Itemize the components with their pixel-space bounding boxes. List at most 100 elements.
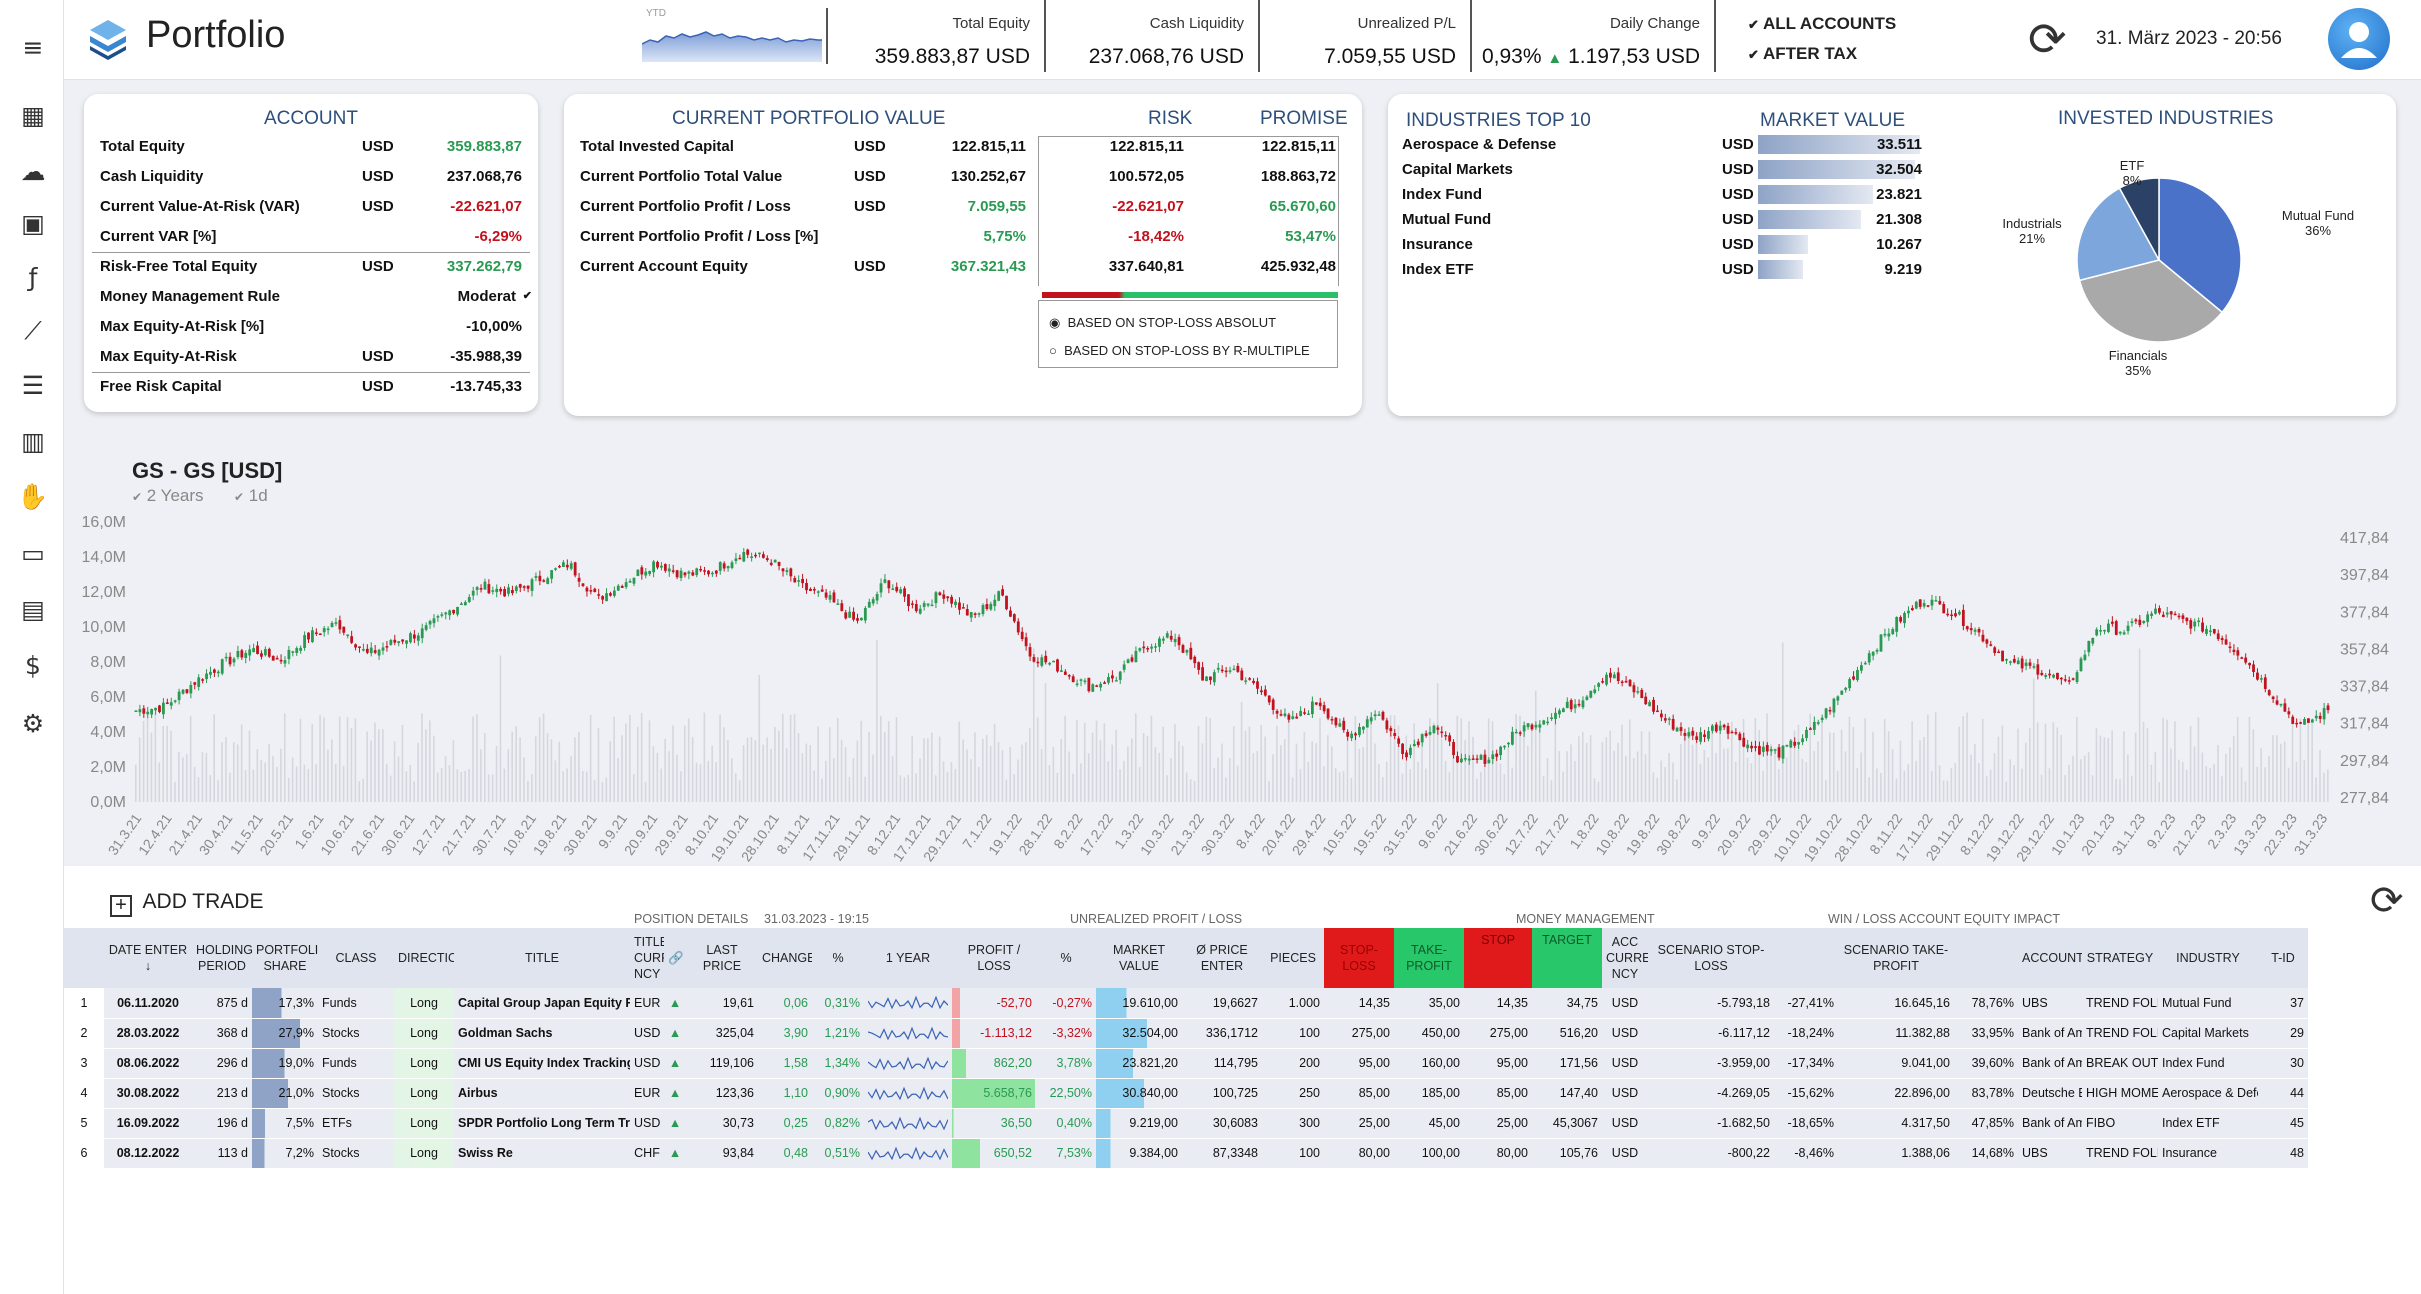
column-header[interactable]: Ø PRICE ENTER xyxy=(1182,928,1262,988)
column-header[interactable]: CLASS xyxy=(318,928,394,988)
portfolio-row-label: Total Invested Capital xyxy=(580,138,734,155)
volume-bar xyxy=(868,731,870,802)
refresh-icon[interactable]: ⟳ xyxy=(2028,12,2067,66)
column-header[interactable]: ACCOUNT xyxy=(2018,928,2082,988)
volume-bar xyxy=(1381,776,1384,802)
add-trade-button[interactable]: + ADD TRADE xyxy=(110,890,263,917)
column-header[interactable]: 1 YEAR xyxy=(864,928,952,988)
column-header[interactable]: STRATEGY xyxy=(2082,928,2158,988)
list-icon[interactable]: ☰ xyxy=(21,370,45,400)
dashboard-icon[interactable]: ▦ xyxy=(21,100,45,130)
column-header[interactable]: % xyxy=(812,928,864,988)
candle-body xyxy=(1495,753,1499,757)
column-header[interactable]: TAKE-PROFIT xyxy=(1394,928,1464,988)
table-cell: 105,76 xyxy=(1532,1138,1602,1169)
table-cell: 25,00 xyxy=(1464,1108,1532,1139)
column-header[interactable]: STOP xyxy=(1464,928,1532,988)
link-icon[interactable]: 🔗 xyxy=(664,928,686,988)
avatar[interactable] xyxy=(2328,8,2390,70)
candle-body xyxy=(1644,696,1648,705)
check-after-tax[interactable]: ✔ AFTER TAX xyxy=(1748,44,1857,64)
column-header[interactable]: DATE ENTER ↓ xyxy=(104,928,192,988)
volume-bar xyxy=(1029,727,1031,802)
column-header[interactable] xyxy=(64,928,104,988)
candle-body xyxy=(514,586,518,591)
portfolio-row-value: 367.321,43 xyxy=(950,258,1026,275)
column-header[interactable]: % xyxy=(1036,928,1096,988)
table-cell: HIGH MOMENTUM xyxy=(2082,1078,2158,1109)
table-row[interactable]: 1 06.11.2020 875 d 17,3% Funds Long Capital Gr… xyxy=(64,988,2308,1019)
column-header[interactable]: STOP-LOSS xyxy=(1324,928,1394,988)
candle-body xyxy=(605,593,608,602)
candle-body xyxy=(1483,754,1487,764)
table-row[interactable]: 4 30.08.2022 213 d 21,0% Stocks Long Airbus EUR… xyxy=(64,1078,2308,1109)
column-header[interactable]: DIRECTION xyxy=(394,928,454,988)
candle-body xyxy=(2181,615,2185,619)
column-header[interactable]: T-ID xyxy=(2258,928,2308,988)
candle-body xyxy=(1593,689,1597,693)
wallet-icon[interactable]: ▣ xyxy=(21,208,45,238)
refresh-trades-icon[interactable]: ⟳ xyxy=(2370,878,2404,924)
candle-body xyxy=(1303,712,1306,714)
column-header[interactable]: LAST PRICE xyxy=(686,928,758,988)
chart-line-icon[interactable]: ⟋ xyxy=(24,316,42,345)
candle-body xyxy=(1824,708,1828,718)
table-row[interactable]: 6 08.12.2022 113 d 7,2% Stocks Long Swiss Re CH… xyxy=(64,1138,2308,1169)
column-header[interactable] xyxy=(1954,928,2018,988)
option-stoploss-absolut[interactable]: ◉ BASED ON STOP-LOSS ABSOLUT xyxy=(1049,315,1276,331)
chart-interval-select[interactable]: ✔ 1d xyxy=(234,486,268,506)
column-header[interactable] xyxy=(1774,928,1838,988)
account-row-value: 359.883,87 xyxy=(446,138,522,155)
column-header[interactable]: PORTFOLIO SHARE xyxy=(252,928,318,988)
function-icon[interactable]: ƒ xyxy=(28,262,38,292)
volume-bar xyxy=(1303,732,1306,802)
column-header[interactable]: HOLDING PERIOD xyxy=(192,928,252,988)
chart-range-select[interactable]: ✔ 2 Years xyxy=(132,486,204,506)
check-all-accounts[interactable]: ✔ ALL ACCOUNTS xyxy=(1748,14,1896,34)
kpi-cash-liquidity: Cash Liquidity 237.068,76 USD xyxy=(1060,0,1260,72)
column-header[interactable]: ACC CURRE NCY xyxy=(1602,928,1648,988)
account-row-value[interactable]: Moderat xyxy=(457,288,516,305)
column-header[interactable]: SCENARIO TAKE-PROFIT xyxy=(1838,928,1954,988)
table-row[interactable]: 3 08.06.2022 296 d 19,0% Funds Long CMI US Equ… xyxy=(64,1048,2308,1079)
gear-icon[interactable]: ⚙ xyxy=(21,708,45,738)
column-header[interactable]: TARGET xyxy=(1532,928,1602,988)
pie-slice xyxy=(2118,177,2160,261)
hand-coin-icon[interactable]: ✋ xyxy=(17,482,49,511)
bar-chart-icon[interactable]: ▥ xyxy=(21,426,45,456)
column-header[interactable]: TITLE xyxy=(454,928,630,988)
volume-bar xyxy=(1056,772,1059,802)
cloud-money-icon[interactable]: ☁ xyxy=(20,156,46,186)
candle-body xyxy=(1142,646,1146,649)
left-axis-label: 12,0M xyxy=(82,584,126,601)
volume-bar xyxy=(2103,737,2106,802)
volume-bar xyxy=(2013,765,2015,802)
column-header[interactable]: TITLE CURRE NCY xyxy=(630,928,664,988)
column-header[interactable]: PROFIT / LOSS xyxy=(952,928,1036,988)
candle-body xyxy=(2024,662,2028,666)
candle-body xyxy=(2267,690,2271,696)
candle-body xyxy=(2122,632,2126,635)
volume-bar xyxy=(1374,743,1376,802)
volume-bar xyxy=(880,715,882,802)
dollar-shield-icon[interactable]: $ xyxy=(25,650,41,680)
candle-body xyxy=(801,578,805,584)
table-cell: 30 xyxy=(2258,1048,2308,1079)
column-header[interactable]: PIECES xyxy=(1262,928,1324,988)
column-header[interactable]: INDUSTRY xyxy=(2158,928,2258,988)
option-stoploss-r-multiple[interactable]: ○ BASED ON STOP-LOSS BY R-MULTIPLE xyxy=(1049,343,1310,358)
clipboard-icon[interactable]: ▤ xyxy=(21,594,45,624)
menu-icon[interactable]: ≡ xyxy=(22,32,44,62)
column-header[interactable]: MARKET VALUE xyxy=(1096,928,1182,988)
column-header[interactable]: CHANGE xyxy=(758,928,812,988)
table-row[interactable]: 5 16.09.2022 196 d 7,5% ETFs Long SPDR Portfol… xyxy=(64,1108,2308,1139)
candle-body xyxy=(848,611,852,618)
column-header[interactable]: SCENARIO STOP-LOSS xyxy=(1648,928,1774,988)
volume-bar xyxy=(170,730,172,802)
volume-bar xyxy=(272,755,274,802)
volume-bar xyxy=(1660,760,1662,802)
purse-icon[interactable]: ▭ xyxy=(21,538,45,568)
table-row[interactable]: 2 28.03.2022 368 d 27,9% Stocks Long Goldman S… xyxy=(64,1018,2308,1049)
volume-bar xyxy=(2099,735,2102,802)
table-cell: -18,65% xyxy=(1774,1108,1838,1139)
